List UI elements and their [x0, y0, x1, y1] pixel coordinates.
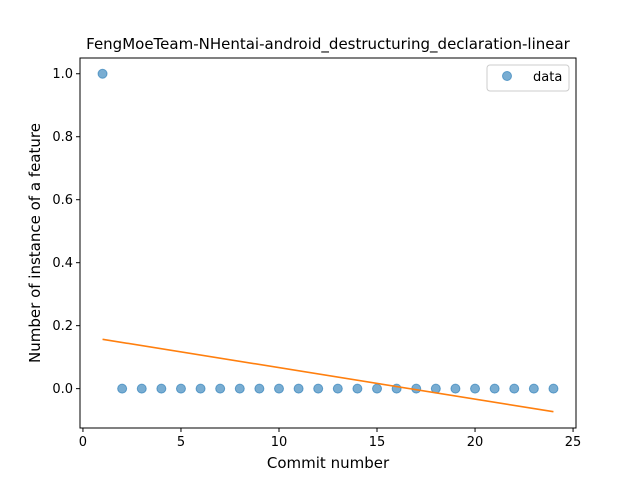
y-tick-label: 1.0 [52, 67, 73, 82]
x-tick-label: 0 [79, 435, 87, 450]
data-point [509, 383, 520, 394]
data-point [528, 383, 539, 394]
linear-fit-line [102, 338, 554, 413]
legend-marker-data [502, 71, 512, 81]
data-point [470, 383, 481, 394]
data-point [332, 383, 343, 394]
y-tick-label: 0.6 [52, 193, 73, 208]
data-point [254, 383, 265, 394]
data-point [352, 383, 363, 394]
y-tick-label: 0.0 [52, 382, 73, 397]
x-axis: 0 5 10 15 20 25 [79, 428, 582, 450]
legend-entry-data: data [533, 70, 562, 85]
data-point [313, 383, 324, 394]
x-tick-label: 10 [271, 435, 288, 450]
x-axis-label: Commit number [267, 454, 390, 472]
y-tick-label: 0.4 [52, 256, 73, 271]
plot-frame [79, 57, 577, 429]
data-point [293, 383, 304, 394]
x-tick-label: 20 [467, 435, 484, 450]
chart-title: FengMoeTeam-NHentai-android_destructurin… [86, 35, 571, 54]
data-point [372, 383, 383, 394]
data-point [234, 383, 245, 394]
y-tick-label: 0.2 [52, 319, 73, 334]
y-axis: 0.0 0.2 0.4 0.6 0.8 1.0 [52, 67, 80, 397]
data-point [489, 383, 500, 394]
x-tick-label: 25 [565, 435, 582, 450]
y-tick-label: 0.8 [52, 130, 73, 145]
data-point [175, 383, 186, 394]
x-tick-label: 5 [177, 435, 185, 450]
data-point [450, 383, 461, 394]
x-tick-label: 15 [369, 435, 386, 450]
data-point [97, 68, 108, 79]
plot-area [97, 68, 559, 413]
data-point [156, 383, 167, 394]
legend: data [486, 64, 570, 92]
data-point [215, 383, 226, 394]
data-point [273, 383, 284, 394]
data-point [548, 383, 559, 394]
data-point [117, 383, 128, 394]
data-point [136, 383, 147, 394]
data-point [195, 383, 206, 394]
y-axis-label: Number of instance of a feature [26, 123, 44, 363]
